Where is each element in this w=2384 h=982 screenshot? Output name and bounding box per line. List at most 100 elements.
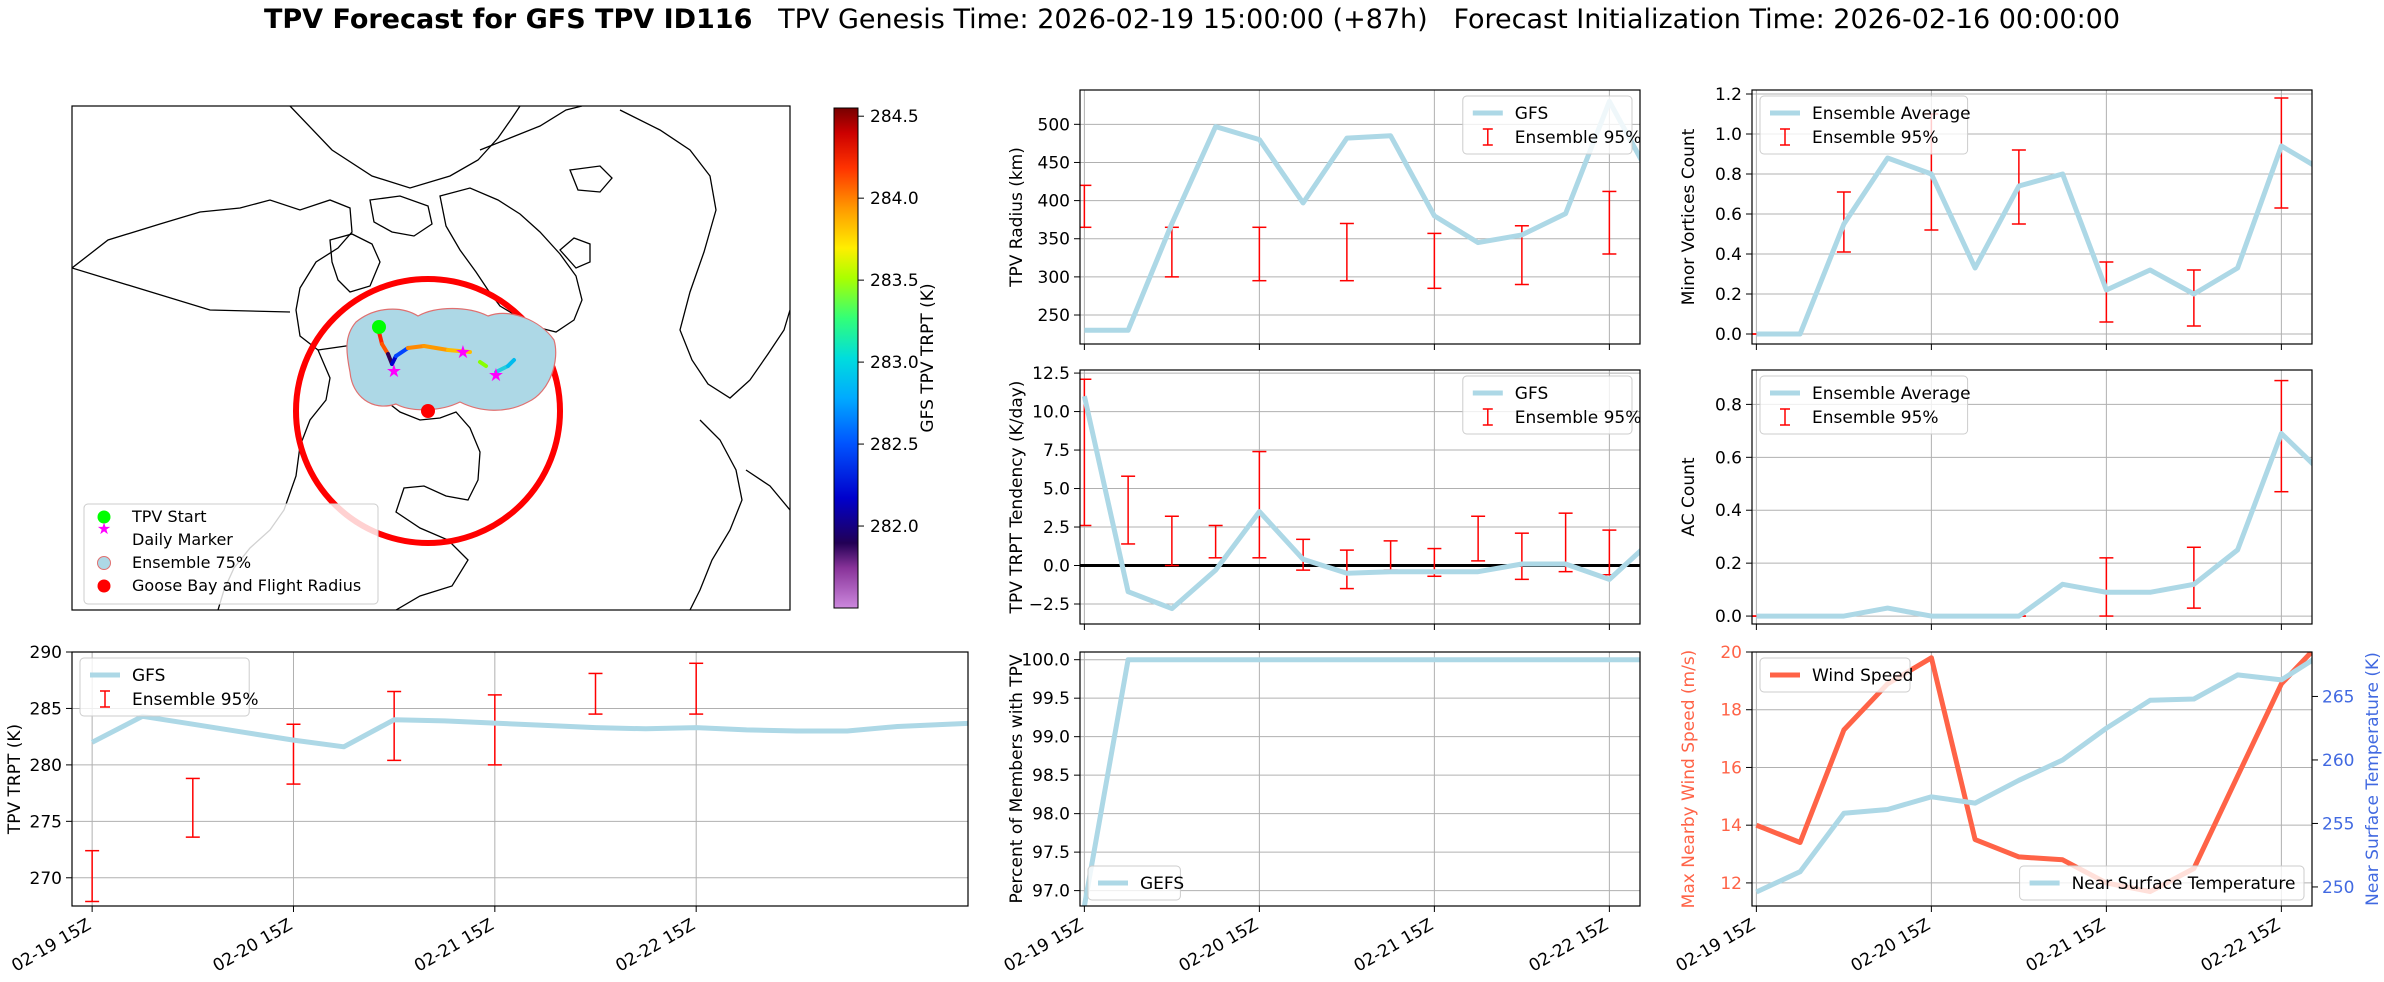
error-bar [2099,557,2114,617]
legend-goose-bay-label: Goose Bay and Flight Radius [132,576,361,595]
figure-title-bold: TPV Forecast for GFS TPV ID116 [263,4,753,35]
x-tick-label: 02-22 15Z [2198,915,2284,976]
track-seg-5 [394,346,410,358]
daily-marker-1: ★ [386,361,402,382]
plot-area [1080,378,1660,612]
y-axis-label: TPV TRPT Tendency (K/day) [1007,381,1027,615]
coastline-banks-island [369,195,433,237]
coastline-ellesmere [479,106,583,151]
plot-area [1752,97,2312,337]
colorbar-tick-label: 282.0 [870,517,919,537]
y-tick-label: 100.0 [1021,651,1070,671]
legend-label: Ensemble 95% [132,690,259,710]
legend-box [79,657,250,717]
error-bar [1602,190,1617,255]
x-tick-label: 02-20 15Z [1176,915,1262,976]
goose-bay-marker [421,404,435,418]
error-bar [1080,184,1092,229]
x-tick-label: 02-19 15Z [1001,915,1087,976]
legend-box [1759,375,1969,435]
track-seg-9 [478,360,488,368]
y2-tick-label: 265 [2322,687,2354,707]
y-tick-label: 400 [1038,192,1070,212]
y-tick-label: 12.5 [1032,364,1070,384]
y-tick-label: 0.6 [1715,448,1742,468]
series-line-0 [1756,143,2312,337]
y-tick-label: 0.2 [1715,285,1742,305]
legend: GFS Ensemble 95% [1462,95,1642,155]
error-bar [1164,515,1179,567]
figure-title-rest: TPV Genesis Time: 2026-02-19 15:00:00 (+… [752,4,2121,35]
legend: GFS Ensemble 95% [79,657,259,717]
ensemble-75-area [346,307,557,411]
legend-label: Ensemble 95% [1515,408,1642,428]
y-tick-label: 290 [30,643,62,663]
error-bar [1471,515,1486,562]
y-tick-label: 20 [1720,643,1742,663]
legend-errorbar-icon [1780,128,1790,146]
legend-label: Ensemble Average [1812,384,1971,404]
y-tick-label: 18 [1720,701,1742,721]
axes-frame [1079,89,1641,345]
y-tick-label: 0.8 [1715,395,1742,415]
x-tick-label: 02-21 15Z [1351,915,1437,976]
axes-frame [1751,369,2313,625]
y-tick-label: 14 [1720,816,1742,836]
legend-box [1759,95,1969,155]
error-bar [1646,538,1660,583]
map-panel: ★ ★ ★ ★ TPV Start Daily Marker Ensemble … [71,105,938,611]
legend: GEFS [1087,865,1184,901]
legend-label: Ensemble 95% [1515,128,1642,148]
error-bar [2186,269,2201,327]
legend-label: Near Surface Temperature [2072,874,2296,894]
series-line-0 [1081,657,1640,906]
y-axis-label: Minor Vortices Count [1679,128,1699,305]
y2-tick-label: 255 [2322,814,2354,834]
coastline-baffin-island [439,187,583,333]
y-axis-label: Percent of Members with TPV [1007,654,1027,903]
legend-label: GFS [1515,104,1548,124]
y-tick-label: 16 [1720,758,1742,778]
legend-goose-bay-icon [97,579,111,593]
coastline-greenland-west [569,165,613,193]
daily-marker-2: ★ [455,342,471,363]
y-tick-label: 5.0 [1043,480,1070,500]
coastline-greenland [619,109,790,399]
axes-frame [1079,651,1641,907]
y-tick-label: 99.5 [1032,689,1070,709]
y-tick-label: 500 [1038,115,1070,135]
x-tick-label: 02-22 15Z [1526,915,1612,976]
x-tick-label: 02-21 15Z [411,915,497,976]
error-bar [1252,450,1267,559]
legend-tpv-start-icon [97,510,111,524]
x-tick-label: 02-20 15Z [210,915,296,976]
y-axis-label: TPV Radius (km) [1007,147,1027,288]
series-line-0 [1755,652,2312,895]
y-tick-label: 99.0 [1032,728,1070,748]
legend-label: GEFS [1140,874,1184,894]
y-axis-label: Max Nearby Wind Speed (m/s) [1679,650,1699,909]
legend-ensemble-icon [97,556,111,570]
legend-errorbar-icon [1482,408,1493,426]
axes-frame [1751,89,2313,345]
legend-label: Ensemble 95% [1812,128,1939,148]
colorbar-tick-label: 284.0 [870,189,919,209]
error-bar [185,777,200,838]
chart-wind: 12 14 16 18 20 Max Nearby Wind Speed (m/s) 02-… [1673,643,2383,976]
legend-tpv-start-label: TPV Start [131,507,207,526]
y-tick-label: 1.2 [1715,85,1742,105]
chart-radius: 250 300 350 400 450 500 TPV Radius (km) GFS Ense… [1007,89,1642,350]
coastline-labrador [689,419,743,610]
y-tick-label: 97.5 [1032,843,1070,863]
coastline-arctic [289,106,521,189]
plot-area [1081,657,1640,906]
legend-box [1462,95,1633,155]
legend: Near Surface Temperature [2019,865,2305,901]
y-tick-label: 10.0 [1032,403,1070,423]
axes-frame [1079,369,1641,625]
colorbar-ticks: 284.5 284.0 283.5 283.0 282.5 282.0 [858,107,919,537]
y-tick-label: 275 [30,812,62,832]
